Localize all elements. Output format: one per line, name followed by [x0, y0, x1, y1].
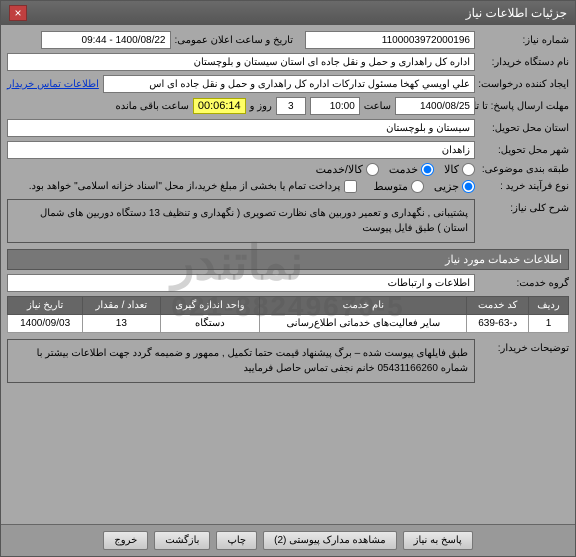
proc-medium-radio[interactable]: متوسط: [373, 180, 424, 193]
buyer-field: اداره کل راهداری و حمل و نقل جاده ای است…: [7, 53, 475, 71]
province-field: سیستان و بلوچستان: [7, 119, 475, 137]
col-qty: تعداد / مقدار: [83, 297, 160, 315]
content-area: شماره نیاز: 1100003972000196 تاریخ و ساع…: [1, 25, 575, 524]
col-unit: واحد اندازه گیری: [160, 297, 260, 315]
col-date: تاریخ نیاز: [8, 297, 83, 315]
respond-button[interactable]: پاسخ به نیاز: [403, 531, 473, 550]
deadline-date: 1400/08/25: [395, 97, 475, 115]
category-label: طبقه بندی موضوعی:: [479, 164, 569, 175]
category-radios: کالا خدمت کالا/خدمت: [316, 163, 475, 176]
province-label: استان محل تحویل:: [479, 123, 569, 134]
buyer-note-label: توضیحات خریدار:: [479, 339, 569, 354]
announce-field: 1400/08/22 - 09:44: [41, 31, 171, 49]
remaining-days: 3: [276, 97, 306, 115]
col-row: ردیف: [529, 297, 569, 315]
table-row: 1 د-63-639 سایر فعالیت‌های خدماتی اطلاع‌…: [8, 315, 569, 333]
payment-checkbox-row: پرداخت تمام یا بخشی از مبلغ خرید،از محل …: [29, 180, 358, 193]
titlebar: جزئیات اطلاعات نیاز ×: [1, 1, 575, 25]
process-label: نوع فرآیند خرید :: [479, 181, 569, 192]
process-radios: جزیی متوسط: [373, 180, 475, 193]
remaining-days-label: روز و: [250, 101, 272, 112]
exit-button[interactable]: خروج: [103, 531, 148, 550]
footer-buttons: پاسخ به نیاز مشاهده مدارک پیوستی (2) چاپ…: [1, 524, 575, 556]
services-header: اطلاعات خدمات مورد نیاز: [7, 249, 569, 270]
proc-partial-radio[interactable]: جزیی: [434, 180, 475, 193]
need-title-box: پشتیبانی , نگهداری و تعمیر دوربین های نظ…: [7, 199, 475, 243]
need-no-label: شماره نیاز:: [479, 35, 569, 46]
contact-link[interactable]: اطلاعات تماس خریدار: [7, 79, 99, 90]
group-label: گروه خدمت:: [479, 278, 569, 289]
col-code: کد خدمت: [467, 297, 529, 315]
payment-checkbox[interactable]: [344, 180, 357, 193]
cat-goods-radio[interactable]: کالا: [444, 163, 475, 176]
cat-service-radio[interactable]: خدمت: [389, 163, 434, 176]
table-header-row: ردیف کد خدمت نام خدمت واحد اندازه گیری ت…: [8, 297, 569, 315]
announce-label: تاریخ و ساعت اعلان عمومی:: [175, 35, 294, 46]
buyer-label: نام دستگاه خریدار:: [479, 57, 569, 68]
services-table: ردیف کد خدمت نام خدمت واحد اندازه گیری ت…: [7, 296, 569, 333]
city-label: شهر محل تحویل:: [479, 145, 569, 156]
city-field: زاهدان: [7, 141, 475, 159]
group-field: اطلاعات و ارتباطات: [7, 274, 475, 292]
buyer-note-box: طبق فایلهای پیوست شده – برگ پیشنهاد قیمت…: [7, 339, 475, 383]
col-name: نام خدمت: [260, 297, 467, 315]
requester-label: ایجاد کننده درخواست:: [479, 79, 569, 90]
cat-both-radio[interactable]: کالا/خدمت: [316, 163, 379, 176]
deadline-time-label: ساعت: [364, 101, 391, 112]
close-icon[interactable]: ×: [9, 5, 27, 21]
window-title: جزئیات اطلاعات نیاز: [466, 6, 567, 20]
need-no-field: 1100003972000196: [305, 31, 475, 49]
print-button[interactable]: چاپ: [216, 531, 257, 550]
attachments-button[interactable]: مشاهده مدارک پیوستی (2): [263, 531, 397, 550]
remaining-time-label: ساعت باقی مانده: [115, 101, 188, 112]
need-title-label: شرح کلی نیاز:: [479, 199, 569, 214]
remaining-timer: 00:06:14: [193, 98, 246, 114]
payment-note: پرداخت تمام یا بخشی از مبلغ خرید،از محل …: [29, 181, 341, 192]
back-button[interactable]: بازگشت: [154, 531, 210, 550]
deadline-label: مهلت ارسال پاسخ: تا تاریخ:: [479, 101, 569, 112]
deadline-time: 10:00: [310, 97, 360, 115]
requester-field: علي اويسي كهخا مسئول تداركات اداره کل را…: [103, 75, 475, 93]
